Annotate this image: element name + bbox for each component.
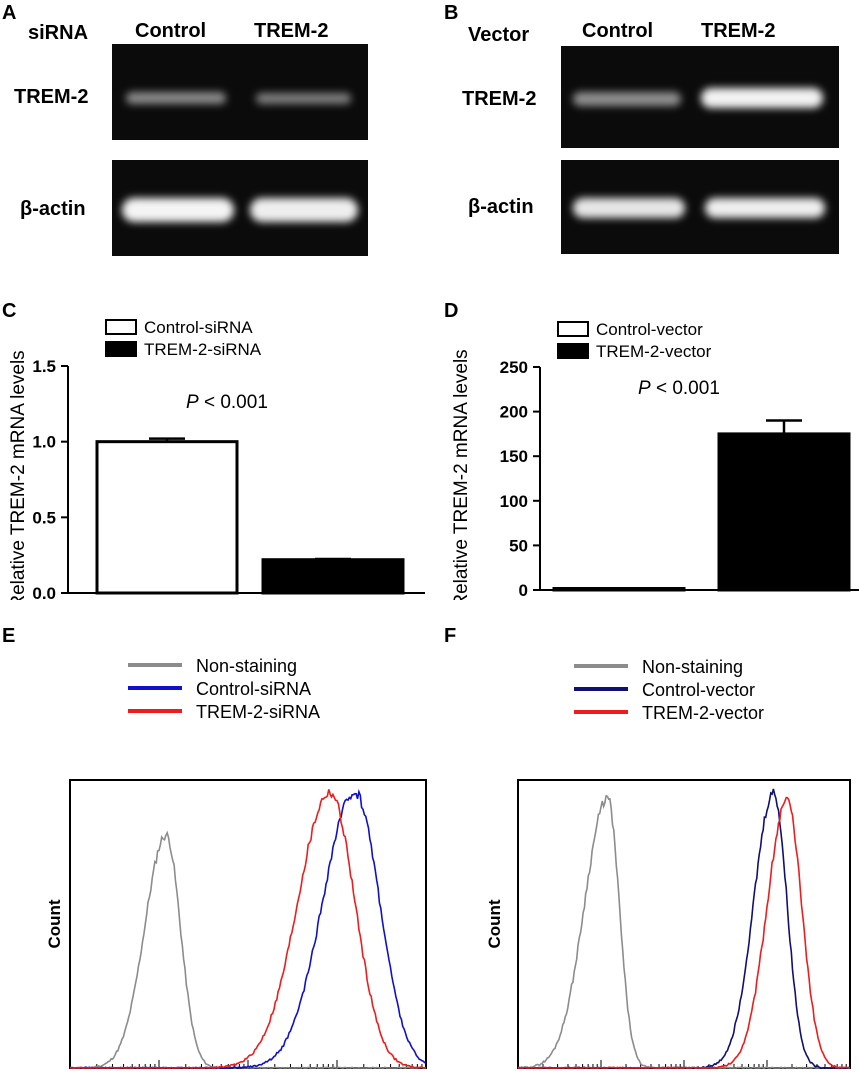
gel-b-row-actin: β-actin (468, 196, 534, 218)
bar-trem-2-vector (717, 432, 851, 592)
y-axis-label: Count (45, 899, 64, 948)
p-value-annotation: P < 0.001 (638, 378, 720, 399)
gel-a-row-trem2: TREM-2 (14, 86, 89, 108)
legend-swatch (557, 321, 589, 337)
legend-label: Control-vector (596, 320, 703, 339)
legend-label: Control-vector (642, 680, 755, 700)
p-value-annotation: P < 0.001 (186, 392, 268, 413)
y-tick-label: 0.0 (32, 584, 56, 600)
panel-letter-e: E (2, 625, 16, 647)
gel-a-row-header: siRNA (28, 22, 89, 44)
histogram-trem-2-vector (517, 796, 851, 1069)
plot-frame (517, 779, 851, 1069)
gel-a-row-actin: β-actin (20, 198, 86, 220)
bar-chart-d: 0 50 100 150 200 250 Relative TREM-2 mRNA leve… (451, 320, 859, 600)
legend-label: Control-siRNA (196, 679, 311, 699)
y-tick-label: 0 (519, 581, 528, 600)
y-tick-label: 250 (500, 358, 528, 377)
gel-a-lane-control: Control (135, 20, 207, 42)
y-axis-label: Count (485, 899, 504, 948)
y-tick-label: 50 (509, 536, 528, 555)
histogram-chart-f: Non-staining Control-vector TREM-2-vector C… (485, 657, 851, 1070)
histogram-trem-2-sirna (69, 789, 426, 1070)
histogram-chart-e: Non-staining Control-siRNA TREM-2-siRNA Cou… (45, 656, 427, 1070)
histogram-control-sirna (70, 788, 427, 1069)
y-tick-label: 1.5 (32, 357, 56, 376)
y-tick-label: 1.0 (32, 433, 56, 452)
y-axis-label: Relative TREM-2 mRNA levels (8, 350, 29, 600)
histogram-non-staining (69, 830, 427, 1069)
panel-letter-f: F (444, 625, 457, 647)
legend-label: Non-staining (642, 657, 743, 677)
legend-label: Non-staining (196, 656, 297, 676)
panel-letter-d: D (444, 300, 459, 322)
panel-letter-c: C (2, 300, 17, 322)
gel-b-actin-image (561, 160, 839, 254)
legend-label: TREM-2-siRNA (144, 340, 262, 359)
legend-swatch (105, 319, 137, 335)
panel-letter-a: A (2, 2, 17, 24)
legend-label: TREM-2-vector (596, 342, 712, 361)
legend-label: Control-siRNA (144, 318, 253, 337)
bar-control-sirna (95, 440, 239, 595)
y-tick-label: 100 (500, 492, 528, 511)
legend-swatch (105, 341, 137, 357)
gel-a-actin-image (112, 160, 368, 256)
gel-a-lane-trem2: TREM-2 (254, 20, 329, 42)
panel-letter-b: B (444, 2, 459, 24)
bar-trem-2-sirna (261, 558, 405, 595)
gel-b-row-header: Vector (468, 24, 530, 46)
gel-b-lane-control: Control (582, 20, 654, 42)
plot-frame (69, 779, 427, 1069)
gel-b-row-trem2: TREM-2 (462, 88, 537, 110)
y-tick-label: 150 (500, 447, 528, 466)
bar-control-vector (552, 587, 686, 592)
y-tick-label: 200 (500, 403, 528, 422)
gel-a-trem2-image (112, 44, 368, 140)
legend-label: TREM-2-vector (642, 703, 764, 723)
y-tick-label: 0.5 (32, 508, 56, 527)
y-axis-label: Relative TREM-2 mRNA levels (451, 349, 472, 600)
gel-b-trem2-image (561, 46, 839, 148)
histogram-control-vector (518, 788, 851, 1069)
legend-label: TREM-2-siRNA (196, 702, 320, 722)
gel-b-lane-trem2: TREM-2 (701, 20, 776, 42)
legend-swatch (557, 343, 589, 359)
